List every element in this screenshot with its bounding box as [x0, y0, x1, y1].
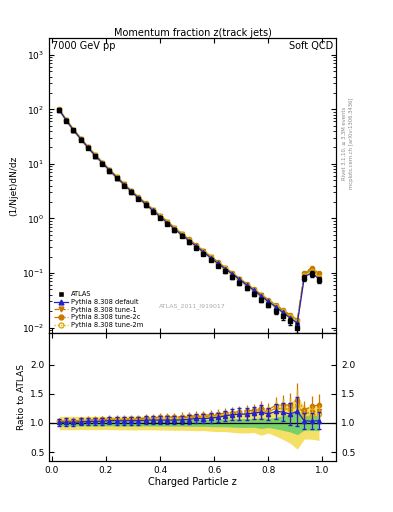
Text: Soft QCD: Soft QCD	[289, 41, 333, 51]
Text: Rivet 3.1.10, ≥ 3.3M events: Rivet 3.1.10, ≥ 3.3M events	[342, 106, 347, 180]
Legend: ATLAS, Pythia 8.308 default, Pythia 8.308 tune-1, Pythia 8.308 tune-2c, Pythia 8: ATLAS, Pythia 8.308 default, Pythia 8.30…	[52, 290, 145, 329]
Y-axis label: Ratio to ATLAS: Ratio to ATLAS	[17, 364, 26, 430]
X-axis label: Charged Particle z: Charged Particle z	[148, 477, 237, 487]
Text: ATLAS_2011_I919017: ATLAS_2011_I919017	[159, 304, 226, 309]
Text: mcplots.cern.ch [arXiv:1306.3436]: mcplots.cern.ch [arXiv:1306.3436]	[349, 98, 354, 189]
Y-axis label: (1/Njet)dN/dz: (1/Njet)dN/dz	[9, 156, 18, 216]
Text: 7000 GeV pp: 7000 GeV pp	[52, 41, 116, 51]
Title: Momentum fraction z(track jets): Momentum fraction z(track jets)	[114, 28, 272, 37]
